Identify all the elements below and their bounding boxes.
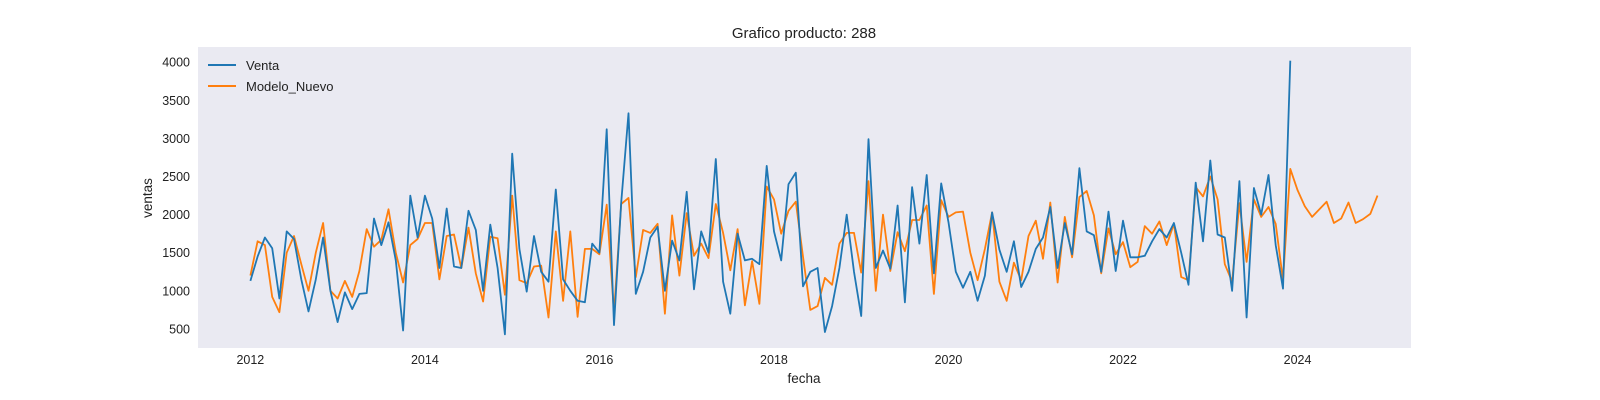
series-lines bbox=[249, 60, 1379, 336]
x-tick-label: 2016 bbox=[586, 353, 614, 367]
legend: Venta Modelo_Nuevo bbox=[208, 58, 333, 94]
y-axis-label: ventas bbox=[140, 178, 155, 218]
x-tick-label: 2024 bbox=[1284, 353, 1312, 367]
series-line-venta bbox=[249, 60, 1292, 336]
y-tick-label: 3000 bbox=[162, 132, 190, 146]
y-tick-label: 1000 bbox=[162, 284, 190, 298]
y-axis: 500 1000 1500 2000 2500 3000 3500 4000 bbox=[162, 56, 190, 337]
x-tick-label: 2014 bbox=[411, 353, 439, 367]
y-tick-label: 1500 bbox=[162, 246, 190, 260]
y-tick-label: 3500 bbox=[162, 94, 190, 108]
legend-label-modelo: Modelo_Nuevo bbox=[246, 79, 333, 94]
legend-label-venta: Venta bbox=[246, 58, 280, 73]
plot-area bbox=[198, 47, 1411, 348]
x-tick-label: 2022 bbox=[1109, 353, 1137, 367]
chart-title: Grafico producto: 288 bbox=[732, 25, 876, 42]
x-axis-label: fecha bbox=[787, 371, 821, 386]
y-tick-label: 2000 bbox=[162, 208, 190, 222]
x-axis: 2012 2014 2016 2018 2020 2022 2024 bbox=[236, 353, 1311, 367]
y-tick-label: 4000 bbox=[162, 56, 190, 70]
y-tick-label: 2500 bbox=[162, 170, 190, 184]
x-tick-label: 2018 bbox=[760, 353, 788, 367]
x-tick-label: 2020 bbox=[935, 353, 963, 367]
x-tick-label: 2012 bbox=[236, 353, 264, 367]
y-tick-label: 500 bbox=[169, 322, 190, 336]
